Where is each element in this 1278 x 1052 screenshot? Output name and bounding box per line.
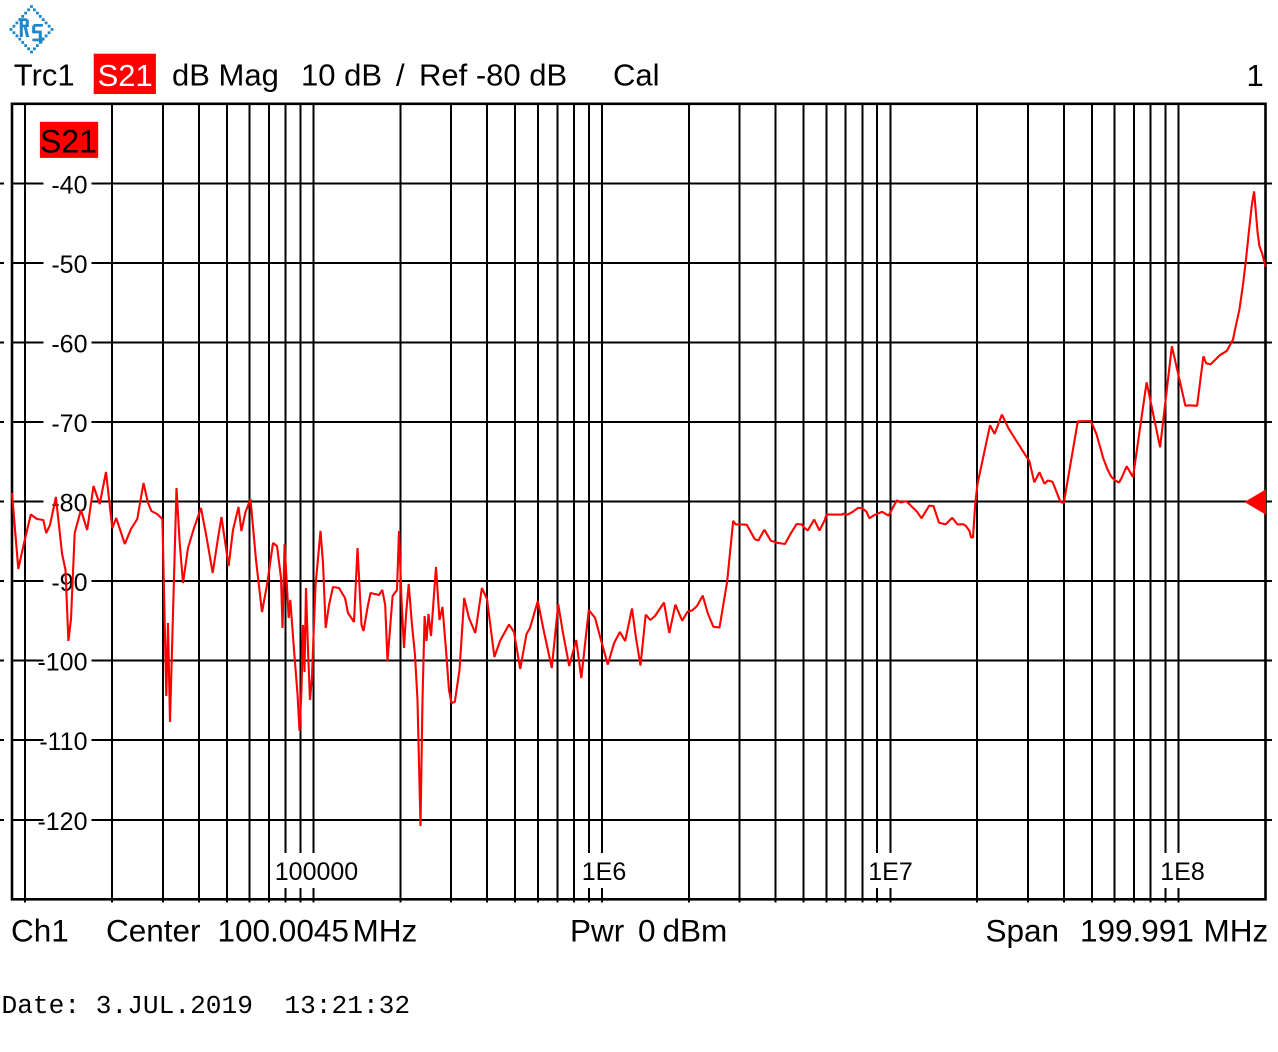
- svg-text:dB Mag: dB Mag: [172, 58, 279, 93]
- svg-text:0: 0: [638, 913, 656, 949]
- svg-text:S21: S21: [98, 58, 153, 93]
- svg-text:Date: 3.JUL.2019 13:21:32: Date: 3.JUL.2019 13:21:32: [2, 991, 411, 1021]
- svg-text:Cal: Cal: [613, 58, 660, 93]
- svg-text:-60: -60: [51, 330, 87, 358]
- svg-text:10 dB: 10 dB: [301, 58, 382, 93]
- svg-text:1E7: 1E7: [868, 858, 912, 886]
- svg-text:Trc1: Trc1: [14, 58, 75, 93]
- svg-text:MHz: MHz: [353, 913, 418, 949]
- svg-text:-40: -40: [51, 171, 87, 199]
- svg-text:Pwr: Pwr: [570, 913, 624, 949]
- svg-text:Ch1: Ch1: [11, 913, 69, 949]
- svg-text:1: 1: [1247, 58, 1264, 93]
- svg-text:-110: -110: [39, 728, 87, 756]
- svg-text:MHz: MHz: [1204, 913, 1269, 949]
- svg-text:/: /: [396, 58, 405, 93]
- svg-text:199.991: 199.991: [1080, 913, 1194, 949]
- svg-text:-90: -90: [51, 569, 87, 597]
- svg-text:-120: -120: [37, 808, 87, 836]
- svg-text:-70: -70: [51, 410, 87, 438]
- svg-text:-100: -100: [37, 649, 87, 677]
- svg-text:dBm: dBm: [663, 913, 728, 949]
- svg-text:S21: S21: [40, 124, 97, 160]
- svg-text:1E6: 1E6: [582, 858, 626, 886]
- svg-text:100.0045: 100.0045: [218, 913, 349, 949]
- svg-text:Center: Center: [106, 913, 201, 949]
- svg-text:Span: Span: [986, 913, 1060, 949]
- svg-text:Ref -80 dB: Ref -80 dB: [419, 58, 567, 93]
- svg-text:100000: 100000: [275, 858, 358, 886]
- svg-text:-50: -50: [51, 251, 87, 279]
- svg-text:1E8: 1E8: [1160, 858, 1204, 886]
